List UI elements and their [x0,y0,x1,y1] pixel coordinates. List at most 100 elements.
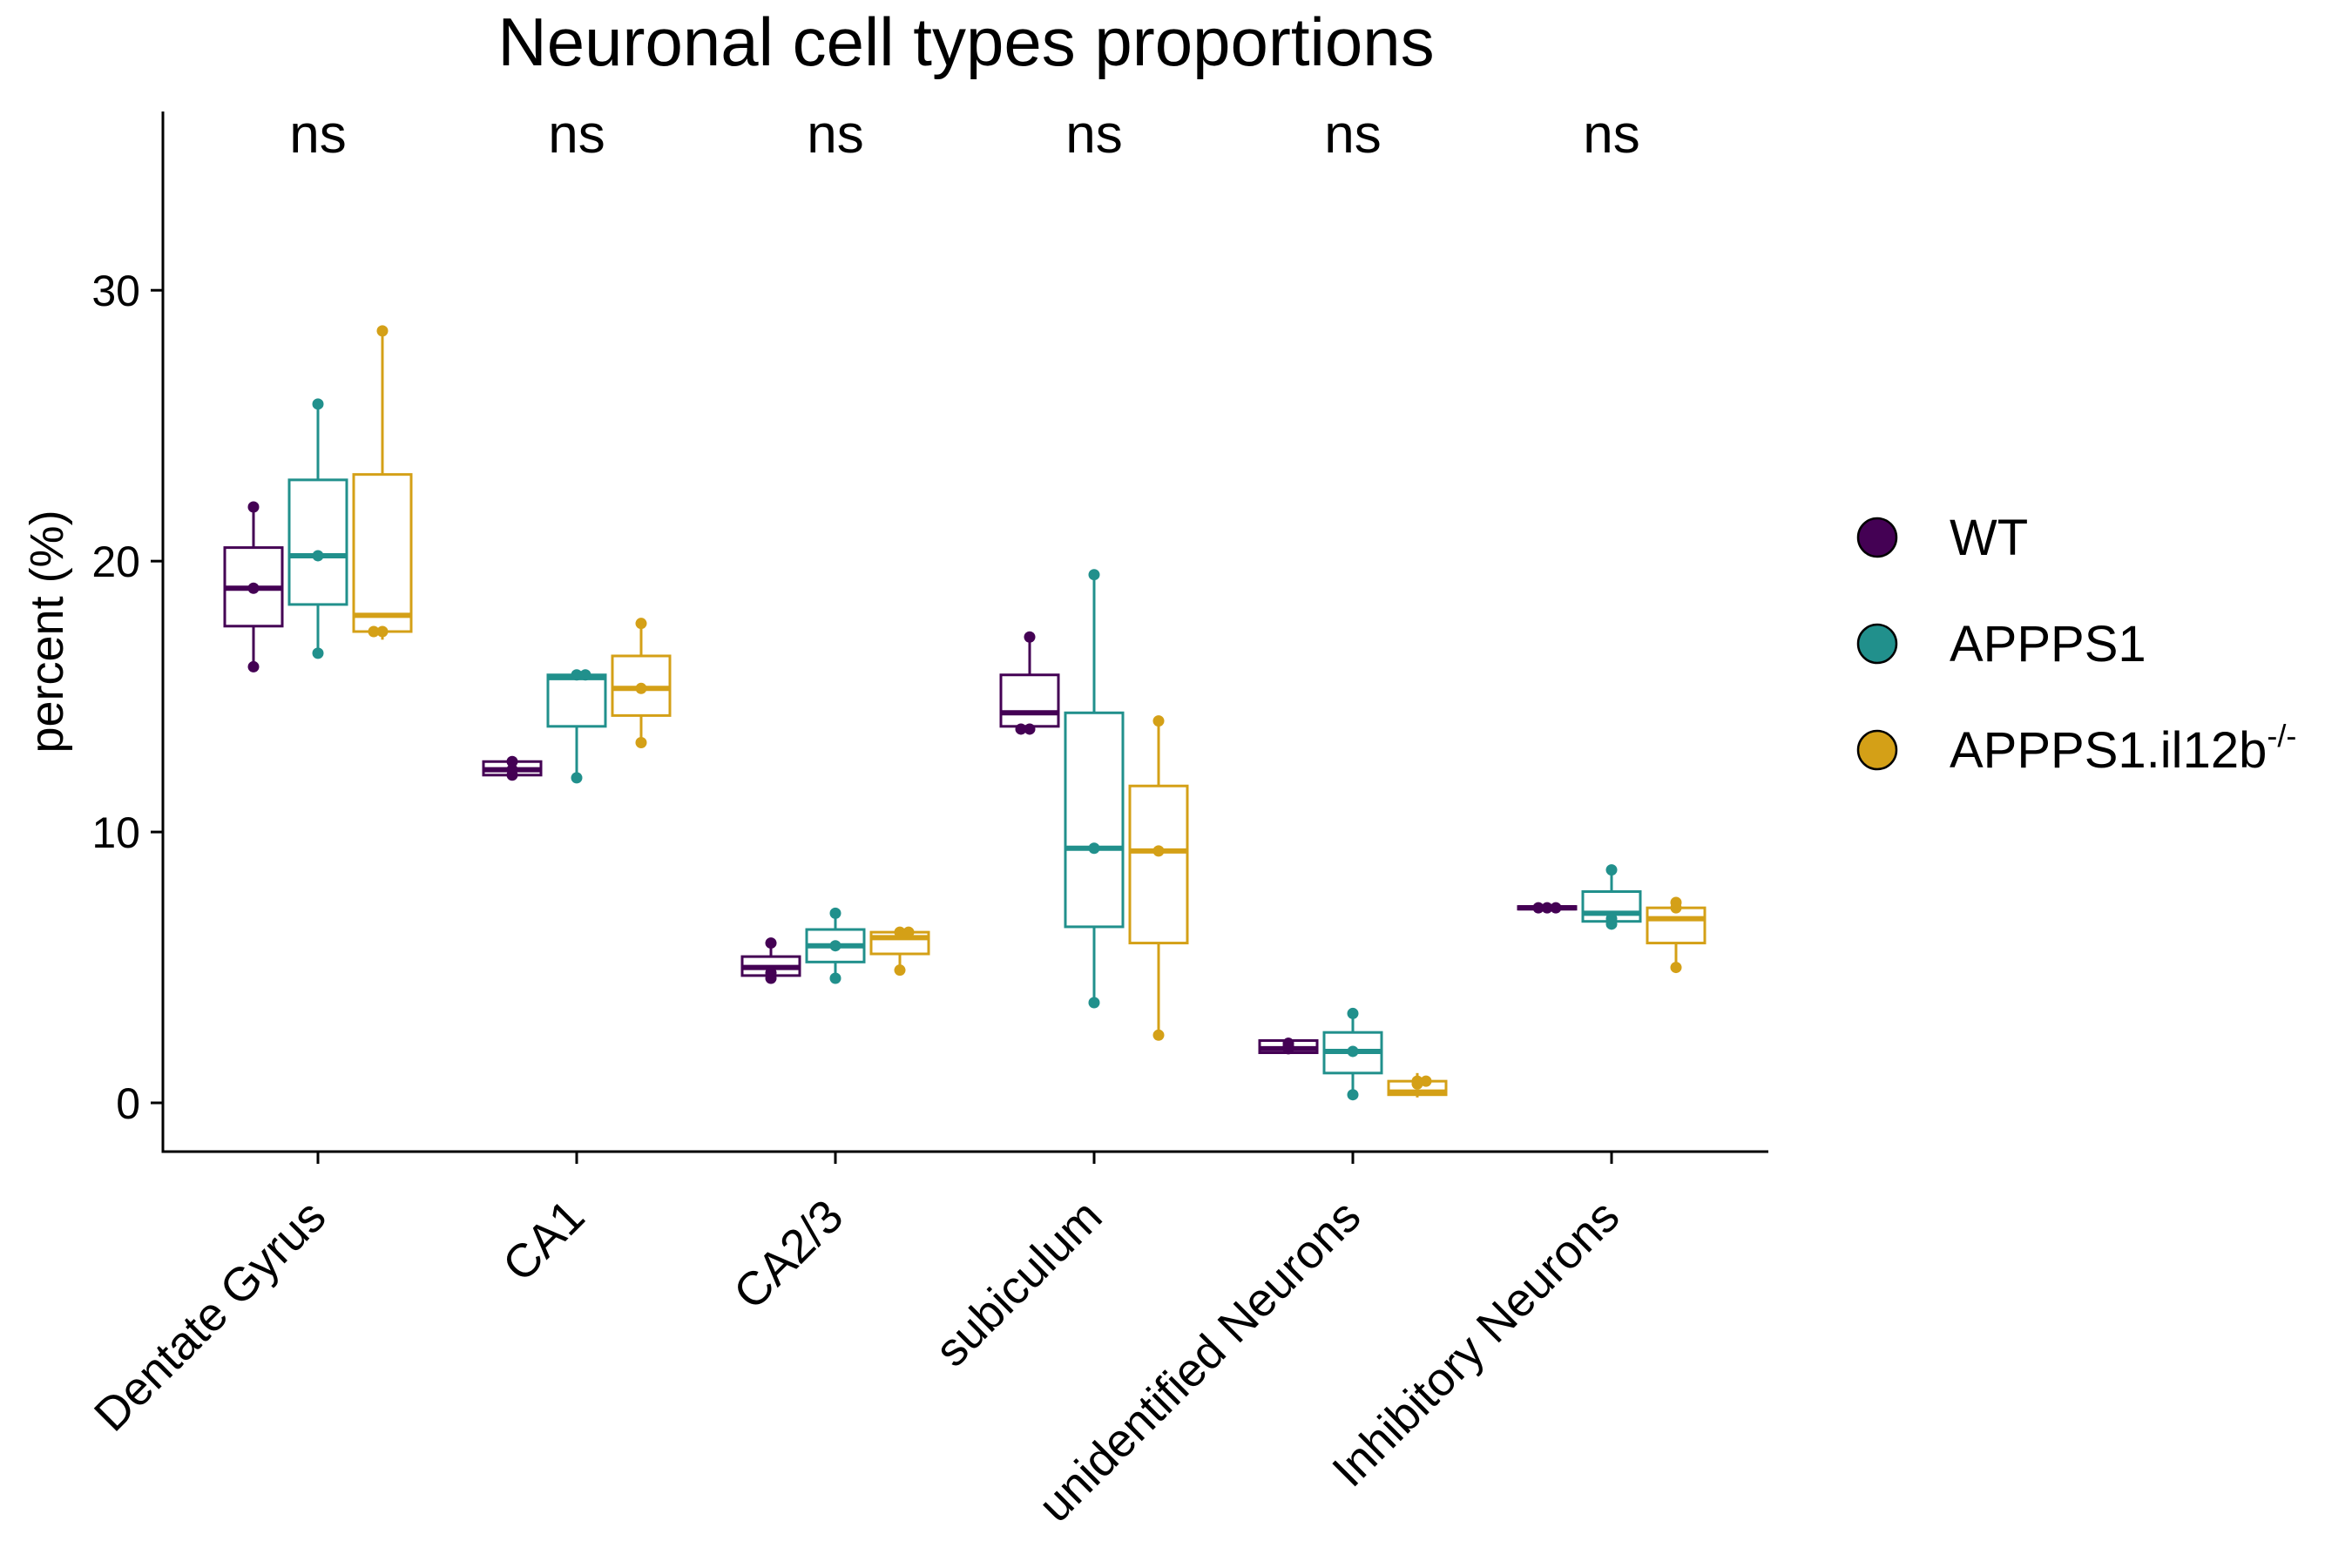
data-point [894,926,906,938]
data-point [1532,902,1544,914]
legend-swatch [1856,623,1898,665]
data-point [312,647,324,659]
x-tick-label: subiculum [925,1190,1112,1376]
plot-area [223,325,1707,1101]
legend-label: WT [1950,510,2028,566]
data-point [1088,569,1100,581]
box [1064,569,1125,1009]
chart-title: Neuronal cell types proportions [497,3,1434,80]
data-point [635,618,647,630]
box [1387,1072,1448,1098]
box [1517,902,1578,914]
x-tick-label: CA2/3 [724,1190,854,1320]
series-appps1-il12b [352,325,1707,1098]
box [1258,1037,1319,1055]
series-wt [223,501,1578,1055]
x-tick-label: Dentate Gyrus [84,1190,336,1442]
data-point [1550,902,1562,914]
legend: WT APPPS1 APPPS1.il12b-/- [1856,510,2296,779]
data-point [579,669,591,681]
data-point [1088,842,1100,855]
significance-label: ns [548,105,605,165]
legend-item: WT [1856,510,2028,566]
data-point [1541,902,1553,914]
data-point [1024,723,1036,735]
data-point [1605,913,1618,925]
significance-label: ns [1583,105,1639,165]
data-point [829,907,841,919]
data-point [1347,1007,1359,1019]
y-tick-label: 20 [91,537,140,586]
box-rect [999,673,1060,728]
data-point [1347,1089,1359,1101]
data-point [247,660,260,672]
data-point [635,682,647,694]
box [1646,896,1707,974]
box [482,755,543,781]
data-point [1015,723,1027,735]
box [223,501,284,672]
box [805,907,866,984]
data-point [247,501,260,513]
data-point [1605,864,1618,876]
box [869,926,930,977]
series-appps1 [287,398,1642,1101]
box [1581,864,1642,930]
y-axis: 0 10 20 30 [91,112,165,1153]
y-tick-label: 30 [91,267,140,315]
y-tick-label: 0 [116,1079,140,1128]
data-point [506,755,518,767]
box [287,398,348,659]
data-point [829,940,841,952]
data-point [635,736,647,748]
data-point [1411,1075,1423,1087]
data-point [894,964,906,977]
box-rect [546,673,607,728]
legend-swatch [1856,517,1898,558]
data-point [1670,896,1682,909]
box-rect [287,478,348,606]
data-point [312,398,324,410]
data-point [1088,997,1100,1009]
y-axis-label: percent (%) [21,510,73,753]
box-rect [1064,711,1125,929]
legend-label: APPPS1.il12b-/- [1950,718,2296,779]
data-point [312,550,324,562]
box [999,631,1060,735]
data-point [765,937,777,950]
significance-annotations: ns ns ns ns ns ns [289,105,1639,165]
data-point [1420,1075,1432,1087]
legend-item: APPPS1.il12b-/- [1856,718,2296,779]
data-point [902,926,915,938]
box [352,325,413,640]
x-axis: Dentate Gyrus CA1 CA2/3 subiculumunidentifi… [84,1150,1768,1532]
data-point [376,325,389,337]
data-point [368,625,380,638]
data-point [376,625,389,638]
y-tick-label: 10 [91,808,140,857]
box [546,669,607,784]
data-point [1282,1037,1294,1050]
box [611,618,672,748]
legend-swatch [1856,729,1898,771]
significance-label: ns [1065,105,1122,165]
data-point [1347,1045,1359,1058]
significance-label: ns [807,105,863,165]
data-point [1152,715,1165,727]
data-point [1152,1029,1165,1041]
significance-label: ns [1324,105,1381,165]
box [740,937,801,984]
data-point [765,967,777,979]
legend-label: APPPS1 [1950,616,2146,672]
box [1322,1007,1383,1101]
box-rect [352,473,413,633]
x-tick-label: Inhibitory Neurons [1322,1190,1629,1497]
data-point [1670,962,1682,974]
x-tick-label: CA1 [493,1190,595,1292]
data-point [829,972,841,984]
box [1128,715,1189,1041]
box-rect [1646,906,1707,945]
data-point [1152,845,1165,857]
box-rect [1128,784,1189,945]
